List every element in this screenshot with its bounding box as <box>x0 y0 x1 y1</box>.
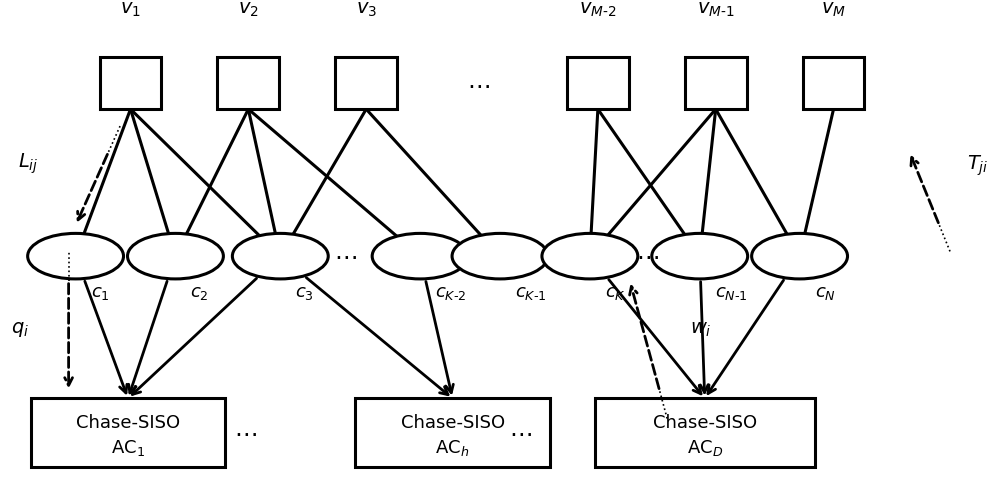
Ellipse shape <box>28 233 124 279</box>
Text: $v_{M\text{-}1}$: $v_{M\text{-}1}$ <box>697 0 735 19</box>
Text: $c_3$: $c_3$ <box>295 284 314 302</box>
Text: $\mathrm{AC}_h$: $\mathrm{AC}_h$ <box>435 438 470 458</box>
Bar <box>355 399 550 467</box>
Text: $v_3$: $v_3$ <box>356 0 377 19</box>
Bar <box>803 57 864 109</box>
Bar <box>100 57 161 109</box>
Text: $c_1$: $c_1$ <box>91 284 109 302</box>
Ellipse shape <box>542 233 638 279</box>
Bar <box>595 399 815 467</box>
Text: $\mathrm{AC}_1$: $\mathrm{AC}_1$ <box>111 438 145 458</box>
Text: $\cdots$: $\cdots$ <box>467 74 489 97</box>
Text: $c_{K\text{-}1}$: $c_{K\text{-}1}$ <box>515 284 547 302</box>
Bar <box>567 57 629 109</box>
Text: $\cdots$: $\cdots$ <box>234 420 257 445</box>
Text: $\mathrm{AC}_D$: $\mathrm{AC}_D$ <box>687 438 723 458</box>
Bar <box>335 57 397 109</box>
Text: $\cdots$: $\cdots$ <box>509 420 531 445</box>
Ellipse shape <box>652 233 748 279</box>
Ellipse shape <box>372 233 468 279</box>
Text: $c_{N\text{-}1}$: $c_{N\text{-}1}$ <box>715 284 747 302</box>
Text: $q_i$: $q_i$ <box>11 320 29 339</box>
Text: $\cdots$: $\cdots$ <box>636 244 659 268</box>
Text: $c_{K\text{-}2}$: $c_{K\text{-}2}$ <box>435 284 467 302</box>
Text: $v_{M\text{-}2}$: $v_{M\text{-}2}$ <box>579 0 617 19</box>
Text: $c_2$: $c_2$ <box>190 284 209 302</box>
Text: Chase-SISO: Chase-SISO <box>401 413 505 432</box>
Text: $c_N$: $c_N$ <box>815 284 836 302</box>
Ellipse shape <box>128 233 223 279</box>
Text: $v_2$: $v_2$ <box>238 0 259 19</box>
Text: $c_K$: $c_K$ <box>605 284 626 302</box>
Text: $v_1$: $v_1$ <box>120 0 141 19</box>
Bar <box>217 57 279 109</box>
Bar <box>685 57 747 109</box>
Text: $w_i$: $w_i$ <box>690 321 711 339</box>
Text: Chase-SISO: Chase-SISO <box>76 413 180 432</box>
Ellipse shape <box>752 233 848 279</box>
Ellipse shape <box>452 233 548 279</box>
Text: Chase-SISO: Chase-SISO <box>653 413 757 432</box>
Text: $\cdots$: $\cdots$ <box>334 244 357 268</box>
Bar <box>31 399 225 467</box>
Ellipse shape <box>232 233 328 279</box>
Text: $v_M$: $v_M$ <box>821 0 846 19</box>
Text: $L_{ij}$: $L_{ij}$ <box>18 151 39 176</box>
Text: $T_{ji}$: $T_{ji}$ <box>967 154 989 178</box>
